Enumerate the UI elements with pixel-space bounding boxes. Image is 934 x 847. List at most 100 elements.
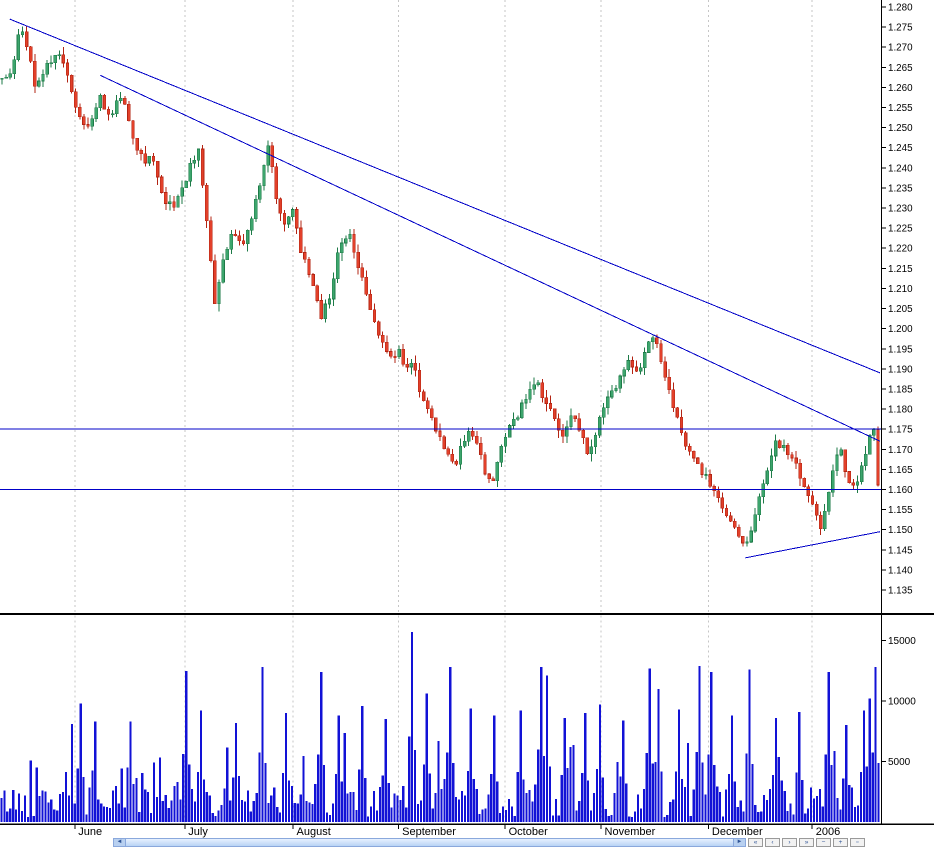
volume-bar	[158, 757, 161, 822]
volume-bar	[519, 710, 522, 822]
volume-bar	[648, 668, 651, 822]
zoom-in-button[interactable]: +	[833, 838, 848, 847]
candle-body	[561, 429, 565, 437]
candle-body	[683, 432, 688, 447]
volume-bar	[589, 810, 593, 822]
volume-bar	[0, 798, 3, 822]
volume-bar	[61, 791, 65, 822]
volume-bar	[584, 713, 587, 822]
volume-bar	[551, 815, 555, 822]
candle-body	[606, 396, 610, 409]
rising-support-trendline[interactable]	[745, 531, 881, 559]
candle-body	[863, 453, 868, 467]
scroll-right-arrow-icon[interactable]: ►	[734, 839, 745, 846]
horizontal-scrollbar[interactable]: ◄ ►	[113, 838, 746, 847]
candle-body	[221, 259, 225, 283]
candle-body	[426, 400, 430, 410]
volume-bar	[67, 795, 71, 822]
price-axis-label: 1.215	[888, 264, 913, 275]
zoom-out-button[interactable]: −	[816, 838, 831, 847]
candle-body	[663, 361, 667, 378]
candle-body	[761, 483, 766, 498]
volume-bar	[281, 772, 285, 822]
volume-bar	[325, 812, 329, 822]
bottom-bar-spacer	[0, 838, 113, 847]
price-axis-label: 1.265	[888, 63, 913, 74]
volume-bar	[798, 711, 801, 822]
volume-bar	[704, 794, 707, 822]
volume-bar	[211, 813, 214, 822]
volume-bar	[748, 669, 751, 822]
pan-right-button[interactable]: ›	[782, 838, 797, 847]
volume-bar	[188, 764, 191, 822]
candle-body	[98, 94, 102, 108]
volume-bar	[865, 766, 868, 822]
candle-body	[12, 59, 17, 74]
volume-bar	[70, 724, 73, 822]
volume-bar	[698, 665, 701, 822]
candle-body	[876, 429, 880, 486]
volume-bar	[199, 710, 203, 822]
price-axis: 1.280 1.275 1.270 1.265 1.260 1.255 1.250 1.245…	[881, 3, 913, 597]
volume-bar	[675, 771, 678, 822]
chart-options-button[interactable]: ▫	[850, 838, 865, 847]
scrollbar-thumb[interactable]	[125, 839, 734, 846]
candle-body	[630, 360, 635, 368]
candle-body	[20, 31, 25, 36]
volume-bar	[724, 789, 728, 822]
volume-bar	[226, 747, 229, 822]
volume-bar	[235, 722, 238, 822]
candle-body	[483, 454, 487, 475]
bottom-right-corner	[886, 838, 934, 847]
volume-bar	[496, 781, 499, 822]
volume-bar	[337, 715, 340, 822]
volume-bar	[191, 788, 194, 822]
scroll-left-arrow-icon[interactable]: ◄	[114, 839, 125, 846]
volume-bar	[531, 801, 534, 822]
candle-body	[479, 443, 483, 455]
volume-bar	[733, 781, 736, 822]
price-axis-label: 1.190	[888, 364, 913, 375]
candle-body	[344, 238, 348, 244]
volume-bar	[595, 769, 599, 822]
jump-end-button[interactable]: »	[799, 838, 814, 847]
volume-bar	[117, 803, 120, 822]
volume-bar	[721, 816, 725, 822]
price-axis-label: 1.170	[888, 445, 913, 456]
volume-bar	[246, 790, 249, 822]
volume-bar	[443, 779, 446, 822]
candle-body	[536, 382, 540, 386]
volume-bar	[240, 799, 244, 822]
chart-nav-icon-row: « ‹ › » − + ▫	[746, 838, 886, 847]
pane-separator[interactable]	[0, 613, 934, 615]
descending-channel-upper-trendline[interactable]	[9, 18, 881, 374]
price-axis-label: 1.260	[888, 83, 913, 94]
volume-bar	[273, 787, 276, 822]
candle-body	[466, 430, 471, 442]
descending-channel-lower-trendline[interactable]	[100, 74, 881, 442]
volume-axis-label: 5000	[888, 757, 911, 768]
candle-body	[765, 470, 770, 484]
jump-start-button[interactable]: «	[748, 838, 763, 847]
candle-body	[24, 31, 29, 47]
volume-bar	[367, 816, 370, 822]
volume-bar	[713, 764, 716, 822]
pan-left-button[interactable]: ‹	[765, 838, 780, 847]
candle-body	[340, 242, 344, 254]
volume-bar	[100, 803, 103, 822]
volume-bar	[654, 762, 657, 822]
volume-bar	[827, 671, 830, 822]
candle-body	[8, 73, 12, 78]
volume-bar	[830, 764, 833, 822]
volume-bar	[783, 791, 786, 822]
volume-bar	[364, 777, 367, 822]
candle-body	[286, 216, 291, 225]
volume-bar	[176, 781, 179, 822]
volume-bar	[701, 762, 704, 822]
volume-bar	[252, 801, 255, 822]
candle-body	[147, 155, 152, 164]
volume-bar	[560, 775, 563, 822]
volume-bar	[402, 786, 405, 822]
volume-bar	[475, 789, 478, 822]
